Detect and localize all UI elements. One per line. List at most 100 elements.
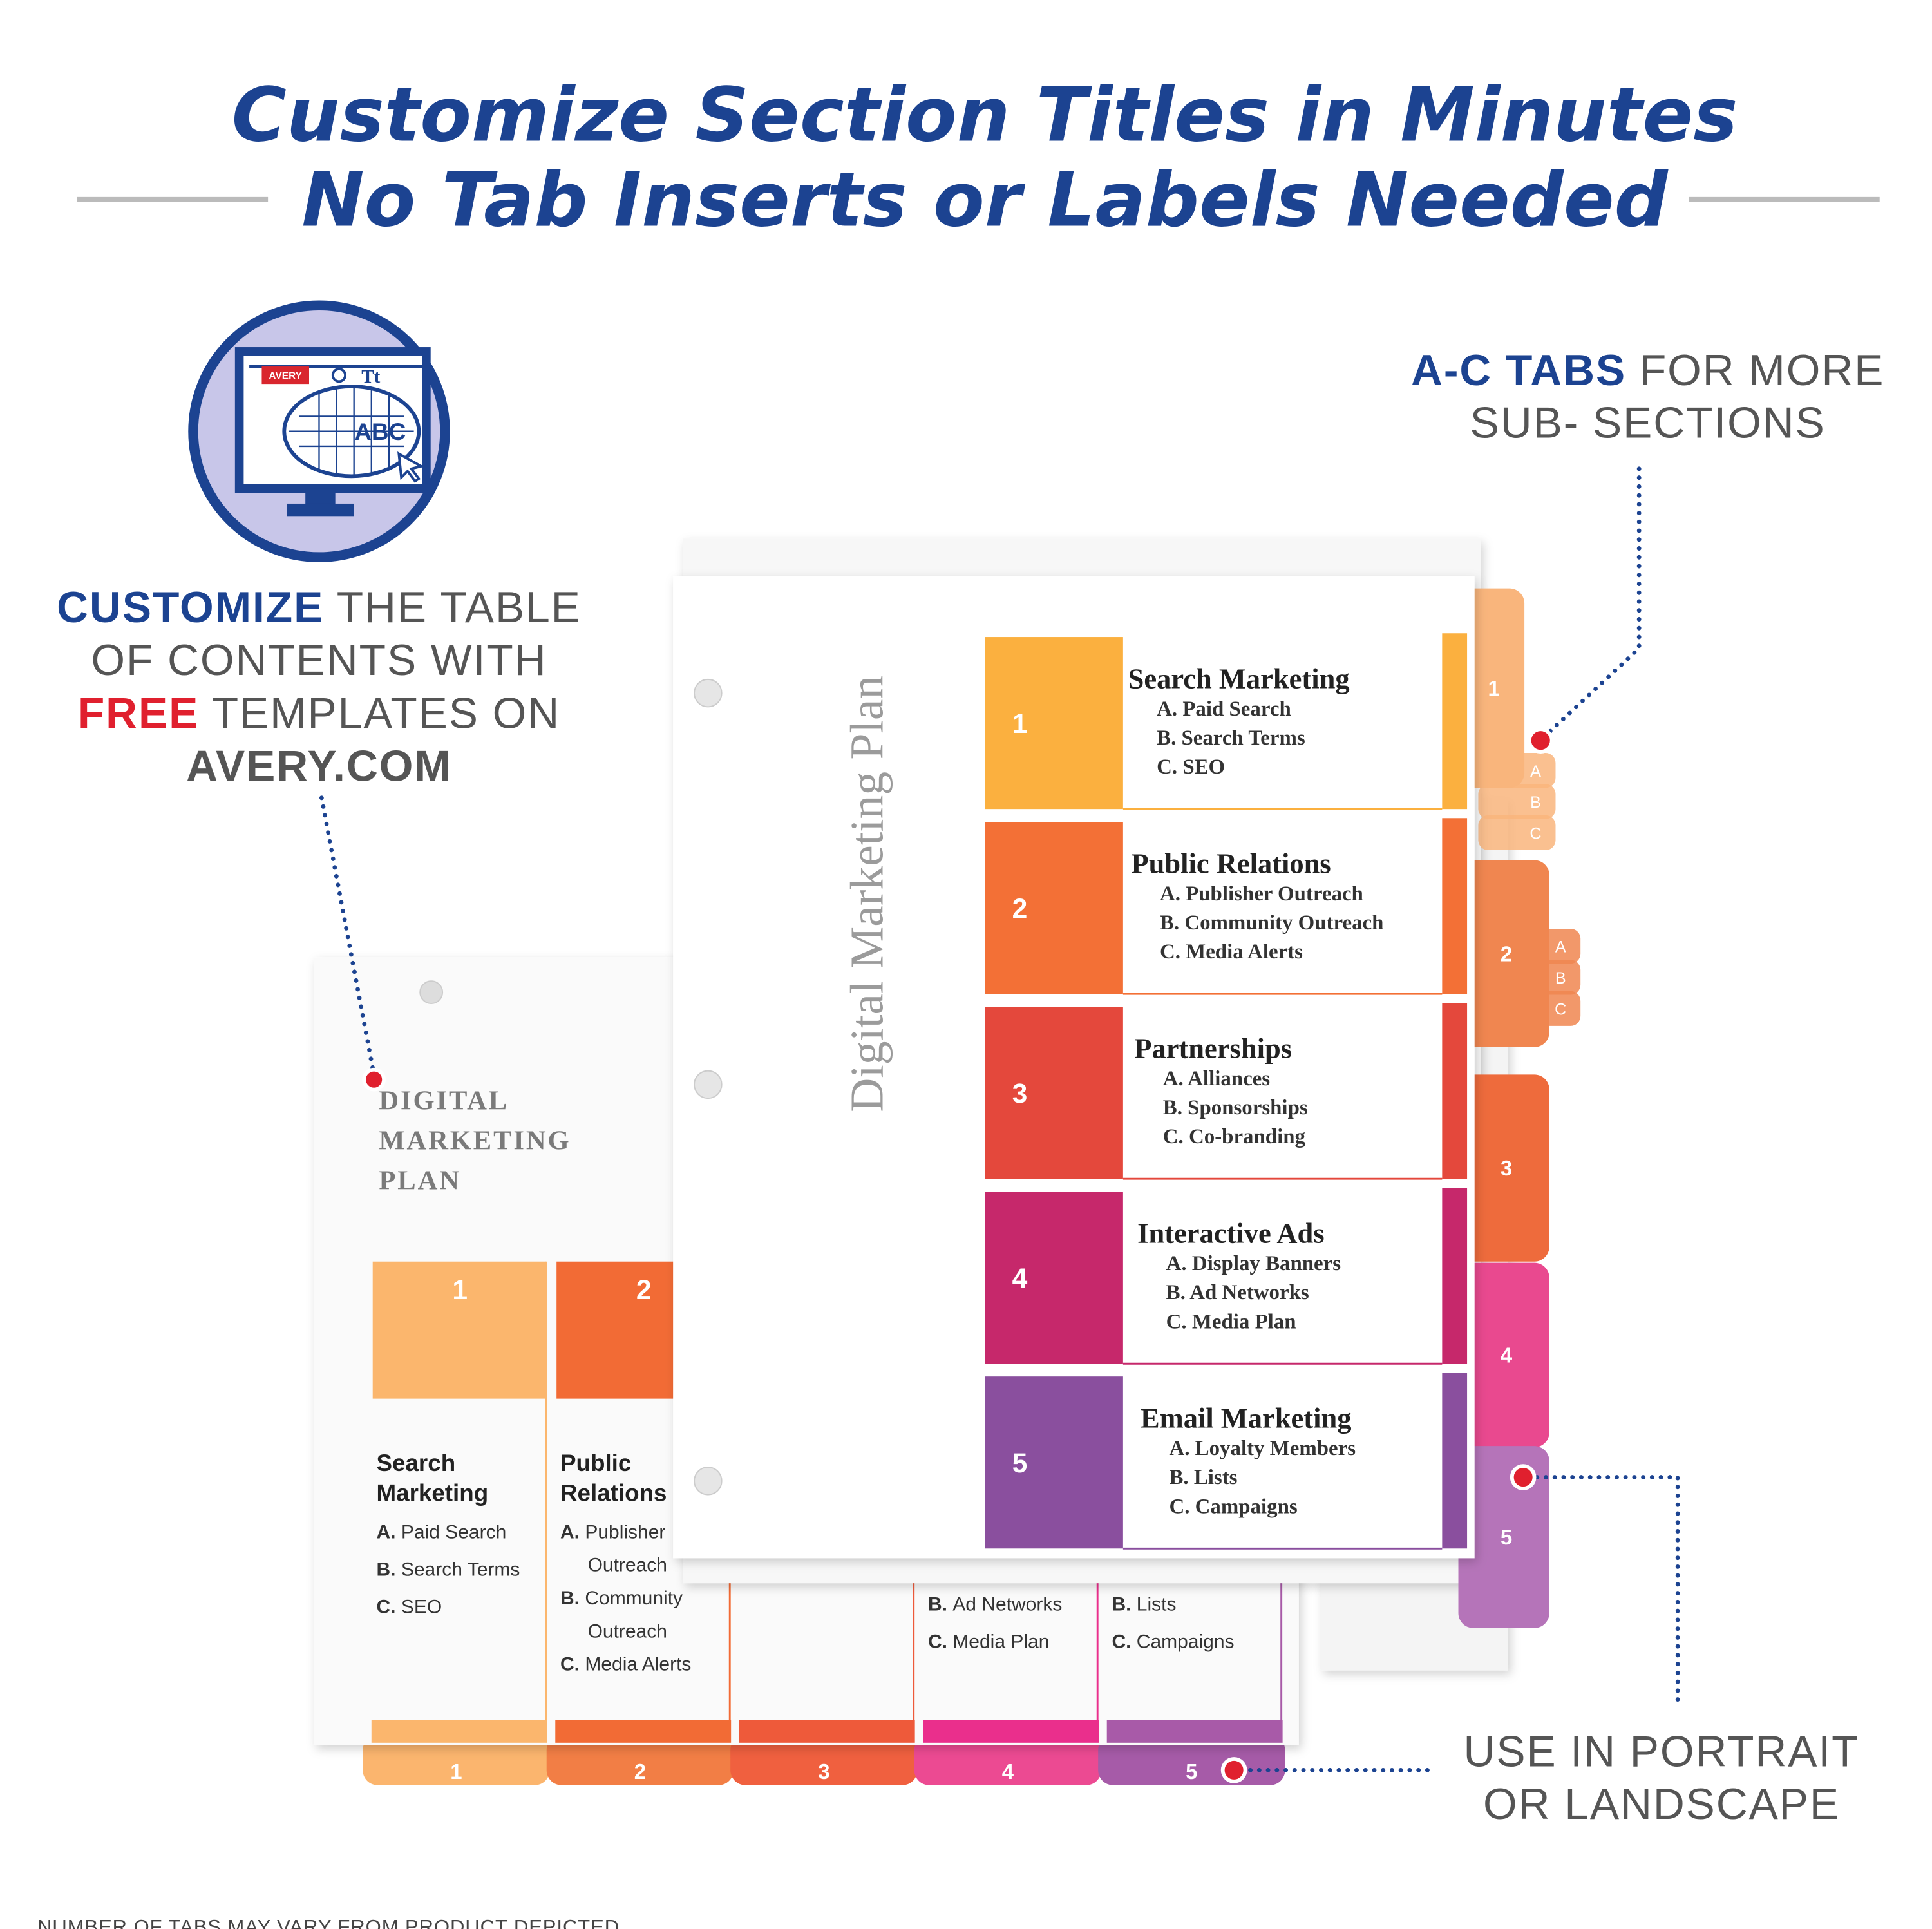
- callout-text: THE TABLE: [324, 584, 582, 632]
- side-tab: [1458, 588, 1525, 788]
- tab-label: 1: [1488, 676, 1500, 700]
- section-item: A. Loyalty Members: [1169, 1437, 1356, 1460]
- punch-hole: [694, 678, 723, 708]
- subtab: [1478, 815, 1556, 851]
- item-letter: B.: [560, 1588, 580, 1609]
- column-item: C. Media Plan: [928, 1631, 1049, 1653]
- section-strip: [1442, 818, 1468, 994]
- item-text: Media Alerts: [585, 1654, 691, 1675]
- callout-line: CUSTOMIZE THE TABLE: [57, 584, 582, 632]
- callout-line: FREE TEMPLATES ON: [78, 689, 560, 737]
- section-item: A. Publisher Outreach: [1160, 882, 1363, 906]
- column-title: Relations: [560, 1479, 667, 1506]
- section-item: B. Ad Networks: [1166, 1281, 1309, 1304]
- footnote: NUMBER OF TABS MAY VARY FROM PRODUCT DEP…: [37, 1915, 620, 1929]
- section-item: B. Search Terms: [1157, 727, 1305, 750]
- section-title: Email Marketing: [1141, 1402, 1352, 1434]
- punch-hole: [694, 1070, 723, 1099]
- tab-label: 4: [1501, 1344, 1513, 1367]
- section-number: 2: [1012, 893, 1028, 924]
- section-title: Interactive Ads: [1137, 1217, 1324, 1250]
- marker: [1527, 727, 1554, 754]
- section-item: A. Paid Search: [1157, 698, 1291, 721]
- callout-line: AVERY.COM: [186, 743, 452, 791]
- logo: AVERY: [269, 370, 302, 381]
- column-item: B. Ad Networks: [928, 1594, 1062, 1615]
- marker: [362, 1067, 386, 1092]
- section-block: [985, 1376, 1123, 1549]
- item-letter: C.: [1112, 1631, 1131, 1653]
- section-item: A. Display Banners: [1166, 1252, 1341, 1275]
- section-item: C. Media Alerts: [1160, 940, 1303, 964]
- subtab-label: A: [1555, 938, 1566, 956]
- section-block: [985, 1192, 1123, 1364]
- callout-text: USE IN PORTRAIT: [1464, 1728, 1860, 1776]
- column-item: C. Media Alerts: [560, 1654, 691, 1675]
- marker: [1220, 1757, 1247, 1783]
- column-item: A. Publisher: [560, 1521, 665, 1543]
- punch-hole: [694, 1467, 723, 1496]
- cursor: [397, 451, 425, 483]
- column-title: Public: [560, 1450, 631, 1476]
- column-item: B. Community: [560, 1588, 683, 1609]
- customize-icon: AVERY Tt ABC: [188, 300, 450, 562]
- connectors: [319, 466, 1680, 1783]
- connector: [1543, 466, 1642, 738]
- callout-text: TEMPLATES ON: [199, 689, 560, 737]
- section-title: Search Marketing: [1128, 662, 1350, 694]
- column-bar: [371, 1720, 547, 1743]
- tab-label: 2: [634, 1760, 646, 1783]
- item-text: SEO: [401, 1597, 442, 1618]
- subtab-label: B: [1555, 969, 1566, 987]
- subtab: [1478, 784, 1556, 819]
- abc-letters: ABC: [354, 419, 406, 445]
- callout-text: FREE: [78, 689, 199, 737]
- item-letter: C.: [928, 1631, 947, 1653]
- callout-line: A-C TABS FOR MORE: [1411, 347, 1884, 395]
- section-number: 1: [1012, 708, 1028, 739]
- connector: [1526, 1475, 1680, 1708]
- grid-lines: [289, 386, 414, 477]
- monitor-base: [287, 503, 354, 517]
- item-text: Media Plan: [952, 1631, 1049, 1653]
- side-tab: [1458, 1446, 1549, 1628]
- tab-label: 5: [1186, 1760, 1197, 1783]
- column-bar: [739, 1720, 915, 1743]
- callout-text: OR LANDSCAPE: [1483, 1780, 1840, 1829]
- section-item: B. Sponsorships: [1163, 1096, 1308, 1119]
- column-title: Search: [377, 1450, 456, 1476]
- item-text: Ad Networks: [952, 1594, 1062, 1615]
- subtab-label: C: [1530, 825, 1541, 843]
- side-tab: [1458, 1074, 1549, 1262]
- landscape-title: PLAN: [379, 1165, 461, 1195]
- section-block: [985, 637, 1123, 810]
- column-item: A. Paid Search: [377, 1521, 507, 1543]
- callout-line: SUB- SECTIONS: [1470, 399, 1826, 447]
- tab-label: 3: [1501, 1156, 1512, 1180]
- landscape-title: MARKETING: [379, 1126, 571, 1156]
- product-pages: 1 2 3 4 5 DIGITAL MARKETING PLAN 1 Search Marketin…: [314, 538, 1581, 1785]
- callout-text: AVERY.COM: [186, 743, 452, 791]
- item-letter: A.: [560, 1521, 580, 1543]
- callout-line: OF CONTENTS WITH: [91, 636, 547, 685]
- item-text: Paid Search: [401, 1521, 506, 1543]
- section-block: [985, 822, 1123, 994]
- section-strip: [1442, 1373, 1468, 1549]
- item-text: Outreach: [588, 1620, 667, 1642]
- column-block: [372, 1261, 546, 1399]
- callout-line: OR LANDSCAPE: [1483, 1780, 1840, 1829]
- subtab-label: B: [1530, 793, 1541, 812]
- item-text: Search Terms: [401, 1559, 520, 1580]
- logo-box: [261, 366, 309, 385]
- item-letter: B.: [1112, 1594, 1131, 1615]
- section-item: C. SEO: [1157, 755, 1225, 779]
- section-title: Partnerships: [1134, 1032, 1292, 1064]
- landscape-title: DIGITAL: [379, 1086, 509, 1116]
- column-bar: [1106, 1720, 1283, 1743]
- column-item: B. Lists: [1112, 1594, 1176, 1615]
- section-item: C. Media Plan: [1166, 1310, 1296, 1333]
- column-bar: [923, 1720, 1099, 1743]
- section-number: 4: [1012, 1263, 1028, 1294]
